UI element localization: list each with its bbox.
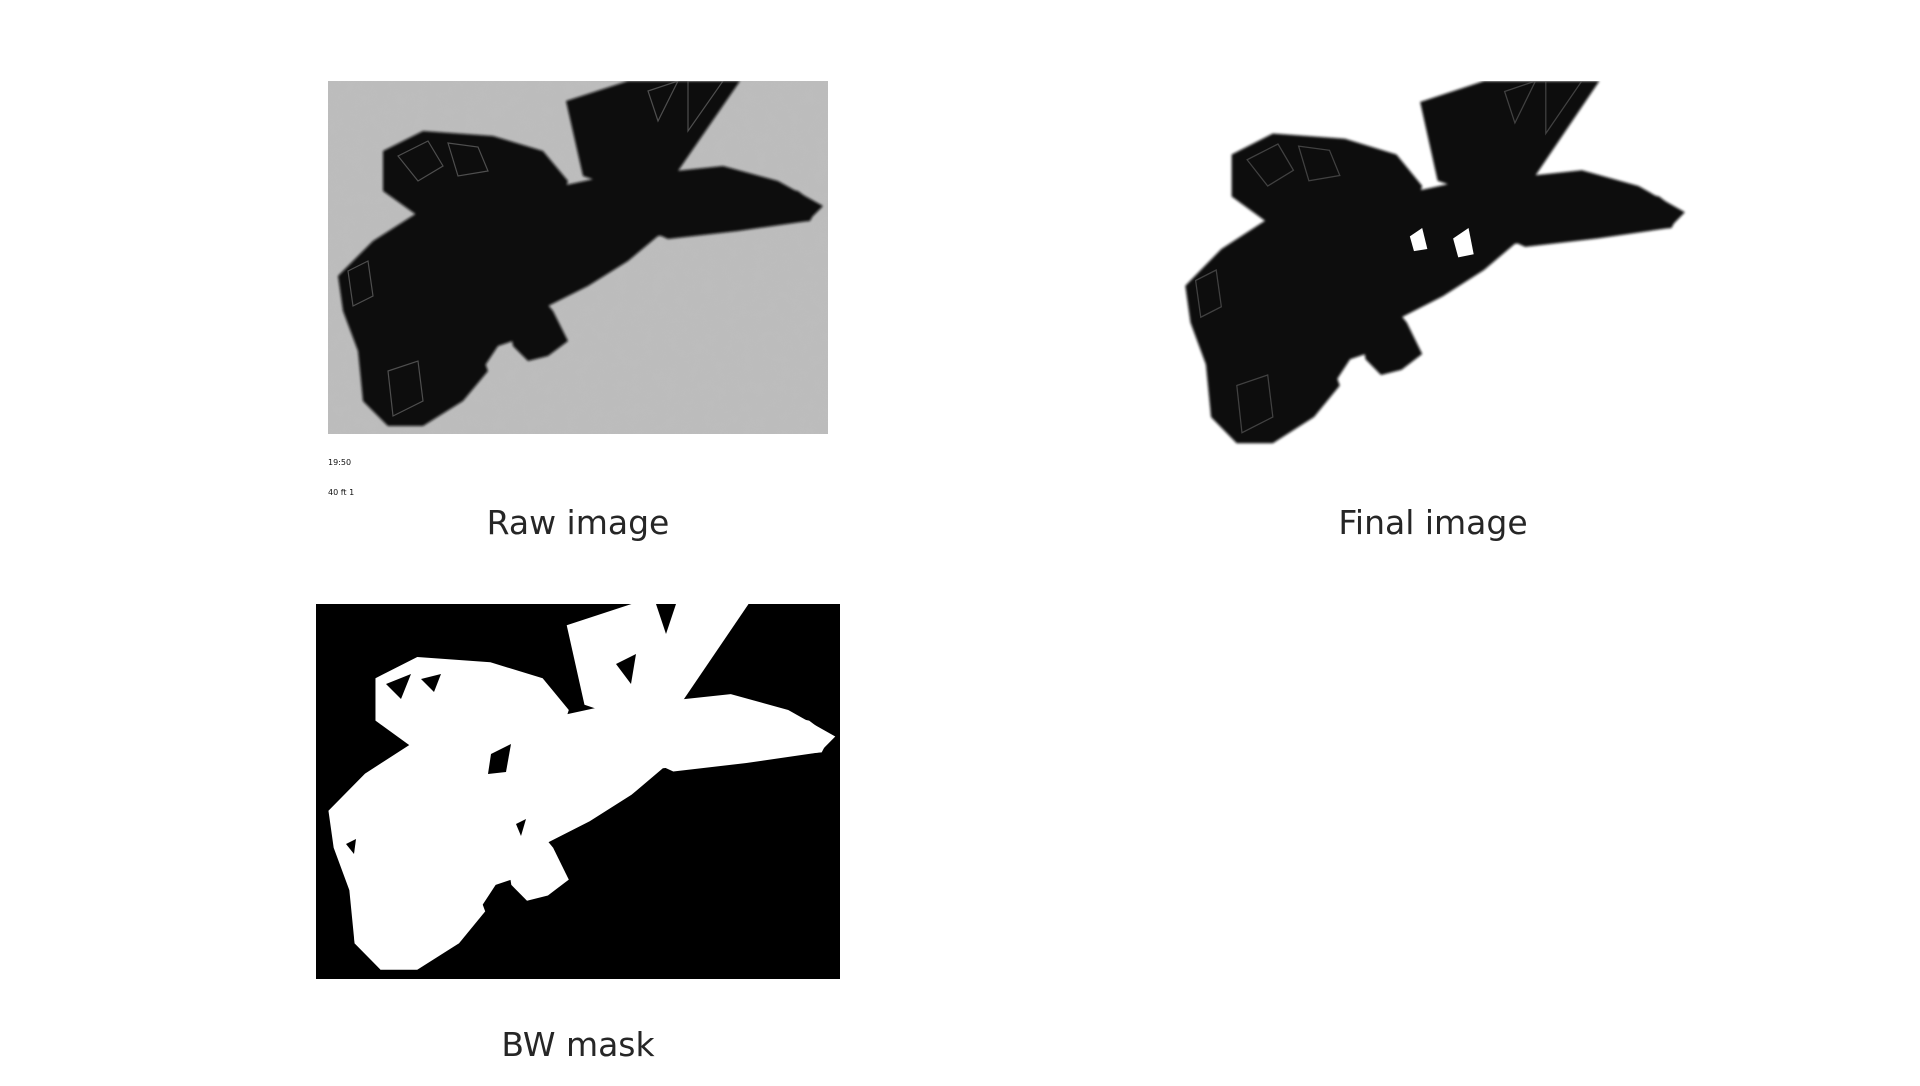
bw-mask-title: BW mask <box>501 1025 655 1064</box>
bw-mask-image <box>316 604 840 979</box>
timestamp-line-1: 19:50 <box>328 458 352 467</box>
raw-image <box>328 81 828 434</box>
timestamp-line-2: 40 ft 1 <box>328 488 355 497</box>
raw-image-title: Raw image <box>486 503 670 542</box>
raw-image-timestamp: 19:50 40 ft 1 <box>328 438 354 508</box>
final-image <box>1185 81 1685 444</box>
final-image-title: Final image <box>1338 503 1528 542</box>
